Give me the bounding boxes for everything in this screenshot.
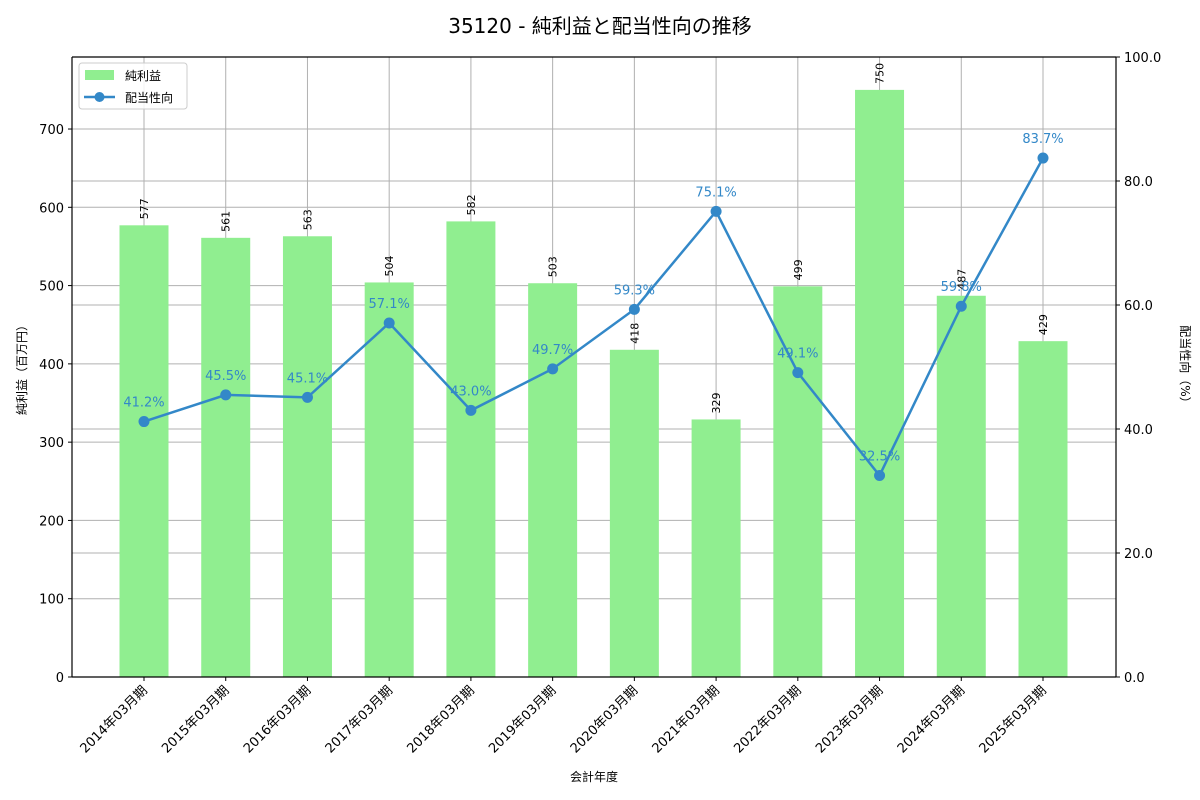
payout-ratio-label: 57.1%: [369, 297, 410, 312]
x-tick-label: 2021年03月期: [650, 683, 723, 756]
y2-tick-label: 100.0: [1124, 51, 1161, 66]
y-axis-title-left: 純利益（百万円）: [15, 319, 29, 415]
bar-value-label: 503: [547, 256, 560, 277]
y-tick-label: 300: [39, 436, 64, 451]
y-axis-title-right: 配当性向（%）: [1178, 325, 1193, 408]
bar-value-label: 561: [220, 211, 233, 232]
bar: [609, 349, 659, 677]
line-marker: [547, 363, 559, 375]
x-tick-label: 2024年03月期: [895, 683, 968, 756]
x-tick-label: 2014年03月期: [78, 683, 151, 756]
y-tick-label: 400: [39, 358, 64, 373]
line-marker: [710, 205, 722, 217]
legend: 純利益 配当性向: [78, 62, 188, 110]
legend-swatch-bar: [85, 70, 114, 80]
y-tick-label: 200: [39, 514, 64, 529]
bar: [855, 89, 905, 677]
bar: [691, 419, 741, 677]
x-tick-label: 2016年03月期: [241, 683, 314, 756]
bar: [201, 237, 251, 678]
payout-ratio-label: 83.7%: [1022, 132, 1063, 147]
chart-title: 35120 - 純利益と配当性向の推移: [448, 14, 752, 38]
y-tick-label: 700: [39, 123, 64, 138]
payout-ratio-label: 49.1%: [777, 347, 818, 362]
line-marker: [792, 367, 804, 379]
legend-label-payout-ratio: 配当性向: [125, 90, 173, 105]
line-marker: [628, 303, 640, 315]
payout-ratio-label: 59.3%: [614, 283, 655, 298]
y2-tick-label: 40.0: [1124, 423, 1153, 438]
y-tick-label: 600: [39, 201, 64, 216]
legend-marker-icon: [94, 92, 105, 102]
line-marker: [465, 404, 477, 416]
payout-ratio-label: 49.7%: [532, 343, 573, 358]
bar-value-label: 577: [138, 198, 151, 219]
payout-ratio-label: 32.5%: [859, 450, 900, 465]
legend-label-net-income: 純利益: [125, 69, 161, 83]
bar-value-label: 429: [1037, 314, 1050, 335]
payout-ratio-label: 43.0%: [450, 384, 491, 399]
line-marker: [955, 300, 967, 312]
x-tick-label: 2015年03月期: [159, 683, 232, 756]
x-tick-label: 2017年03月期: [323, 683, 396, 756]
payout-ratio-label: 59.8%: [941, 280, 982, 295]
y-tick-label: 500: [39, 280, 64, 295]
payout-ratio-label: 75.1%: [695, 185, 736, 200]
bar: [119, 225, 169, 677]
payout-ratio-line: [143, 157, 1045, 478]
line-marker: [383, 317, 395, 329]
x-tick-label: 2018年03月期: [404, 683, 477, 756]
x-tick-label: 2020年03月期: [568, 683, 641, 756]
x-tick-label: 2023年03月期: [813, 683, 886, 756]
line-marker: [874, 470, 886, 481]
y-tick-label: 0: [56, 671, 64, 686]
line-marker: [220, 389, 232, 401]
bar-value-label: 499: [792, 259, 805, 280]
line-marker: [138, 416, 150, 428]
y2-tick-label: 80.0: [1124, 175, 1153, 190]
x-tick-label: 2022年03月期: [731, 683, 804, 756]
bar-value-label: 504: [383, 255, 396, 276]
bar: [773, 286, 823, 677]
line-series-payout-ratio: 41.2% 45.5% 45.1% 57.1% 43.0% 49.7% 59.3% 75.1%…: [123, 132, 1064, 481]
payout-ratio-label: 45.5%: [205, 369, 246, 384]
line-marker: [301, 391, 313, 403]
x-tick-label: 2025年03月期: [977, 683, 1050, 756]
bar: [364, 282, 414, 677]
bar-series-net-income: 577 561 563 504 582 503 418 329 499 750 487 429: [119, 63, 1068, 678]
line-marker: [1037, 152, 1049, 164]
bar: [282, 236, 332, 677]
payout-ratio-label: 45.1%: [287, 371, 328, 386]
bar: [936, 295, 986, 677]
bar-value-label: 750: [874, 63, 887, 84]
bar: [446, 221, 496, 678]
bar: [528, 283, 578, 677]
y2-tick-label: 20.0: [1124, 547, 1153, 562]
bar-value-label: 563: [301, 209, 314, 230]
bar-value-label: 418: [628, 323, 641, 344]
bar-value-label: 329: [710, 392, 723, 413]
y2-tick-label: 0.0: [1124, 671, 1145, 686]
payout-ratio-label: 41.2%: [123, 396, 164, 411]
bar: [1018, 341, 1068, 677]
bar-value-label: 487: [955, 269, 968, 290]
y2-tick-label: 60.0: [1124, 299, 1153, 314]
y-tick-label: 100: [39, 593, 64, 608]
x-tick-label: 2019年03月期: [486, 683, 559, 756]
x-axis-title: 会計年度: [570, 769, 618, 784]
bar-value-label: 582: [465, 194, 478, 215]
